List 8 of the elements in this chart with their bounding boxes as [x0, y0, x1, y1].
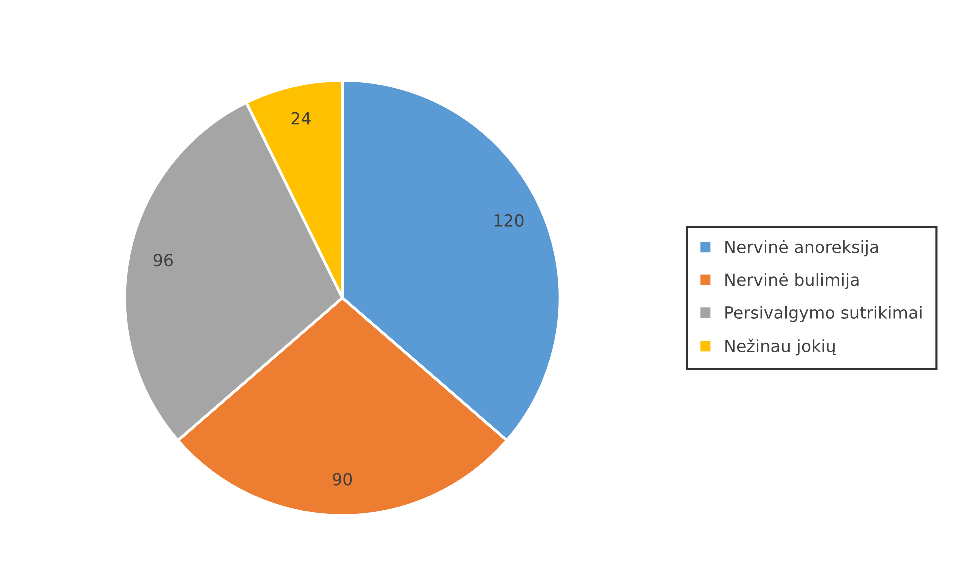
legend-label: Persivalgymo sutrikimai	[726, 306, 922, 322]
data-label: 120	[494, 214, 524, 227]
data-label: 90	[333, 473, 352, 486]
data-label: 24	[292, 112, 311, 125]
data-label: 96	[154, 254, 173, 267]
legend-label: Nežinau jokių	[726, 338, 836, 356]
legend-label: Nervinė bulimija	[726, 273, 859, 290]
legend-label: Nervinė anoreksija	[726, 240, 878, 257]
